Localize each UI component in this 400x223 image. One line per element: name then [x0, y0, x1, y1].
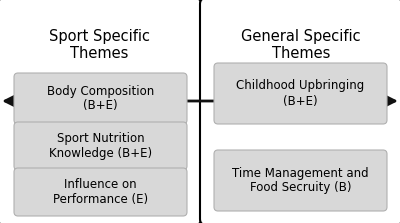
FancyBboxPatch shape [214, 63, 387, 124]
Text: Body Composition
(B+E): Body Composition (B+E) [47, 85, 154, 112]
Text: Sport Specific
Themes: Sport Specific Themes [49, 29, 150, 61]
Text: Childhood Upbringing
(B+E): Childhood Upbringing (B+E) [236, 80, 365, 107]
Text: Time Management and
Food Secruity (B): Time Management and Food Secruity (B) [232, 167, 369, 194]
FancyBboxPatch shape [14, 168, 187, 216]
Text: Influence on
Performance (E): Influence on Performance (E) [53, 178, 148, 206]
FancyBboxPatch shape [200, 0, 400, 223]
Text: General Specific
Themes: General Specific Themes [241, 29, 361, 61]
FancyBboxPatch shape [14, 73, 187, 124]
FancyBboxPatch shape [14, 122, 187, 170]
FancyBboxPatch shape [0, 0, 201, 223]
FancyBboxPatch shape [214, 150, 387, 211]
Text: Sport Nutrition
Knowledge (B+E): Sport Nutrition Knowledge (B+E) [49, 132, 152, 160]
